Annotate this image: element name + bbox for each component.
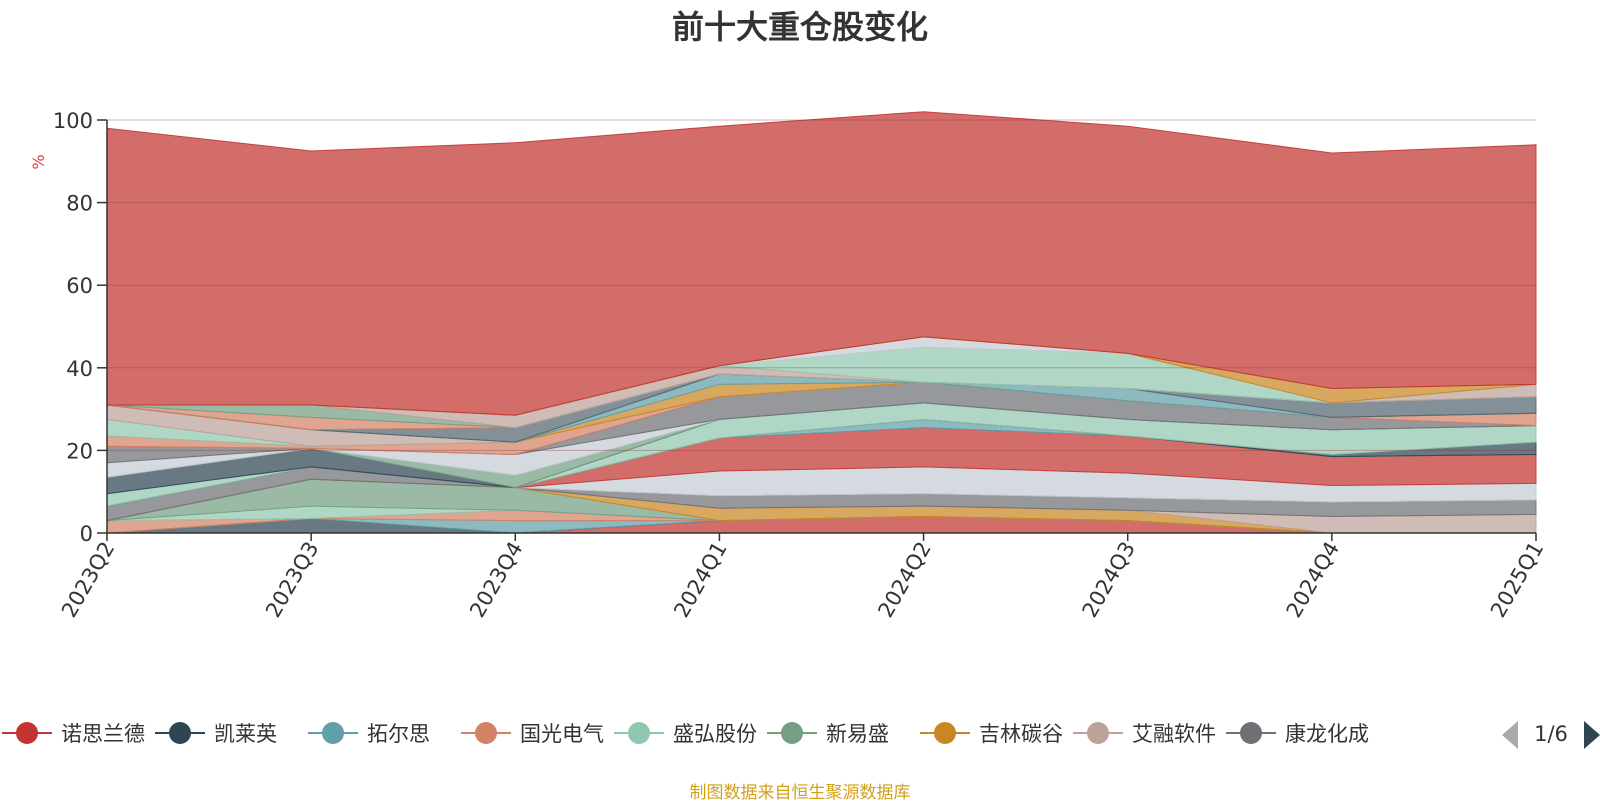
x-tick-label-2025Q1: 2025Q1 [1486,538,1548,622]
y-tick-label-40: 40 [66,357,93,381]
x-tick-label-2023Q2: 2023Q2 [57,538,119,622]
legend-marker [1087,722,1109,744]
legend-marker [628,722,650,744]
legend-marker [169,722,191,744]
y-axis-unit-label: % [29,154,48,169]
x-tick-label-2024Q1: 2024Q1 [669,538,731,622]
y-tick-label-0: 0 [80,522,93,546]
legend-label: 凯莱英 [214,722,277,746]
legend-label: 诺思兰德 [61,722,145,746]
legend-next-page-icon[interactable] [1584,721,1600,749]
legend-label: 新易盛 [826,722,889,746]
legend-item-2[interactable]: 拓尔思 [308,722,430,746]
x-tick-label-2024Q2: 2024Q2 [873,538,935,622]
area-series-31 [106,111,1537,416]
legend-marker [781,722,803,744]
legend-item-1[interactable]: 凯莱英 [155,722,277,746]
legend-label: 拓尔思 [367,722,430,746]
legend-item-3[interactable]: 国光电气 [461,722,604,746]
legend-label: 康龙化成 [1285,722,1369,746]
legend-marker [475,722,497,744]
legend-item-4[interactable]: 盛弘股份 [614,722,757,746]
x-tick-label-2023Q3: 2023Q3 [261,538,323,622]
x-tick-label-2023Q4: 2023Q4 [465,538,527,622]
legend-prev-page-icon[interactable] [1502,721,1518,749]
grid-lines [107,119,1536,451]
legend-label: 国光电气 [520,722,604,746]
legend-item-0[interactable]: 诺思兰德 [2,722,145,746]
legend: 诺思兰德 凯莱英 拓尔思 国光电气 盛弘股份 新易盛 吉林碳谷 艾融软件 康龙化成 [2,722,1369,746]
y-tick-label-20: 20 [66,439,93,463]
y-tick-label-60: 60 [66,274,93,298]
source-note: 制图数据来自恒生聚源数据库 [689,783,911,803]
legend-marker [322,722,344,744]
x-tick-label-2024Q3: 2024Q3 [1078,538,1140,622]
y-tick-label-80: 80 [66,192,93,216]
legend-item-6[interactable]: 吉林碳谷 [920,722,1063,746]
legend-label: 艾融软件 [1132,722,1216,746]
legend-item-5[interactable]: 新易盛 [767,722,889,746]
legend-item-8[interactable]: 康龙化成 [1226,722,1369,746]
legend-page-indicator: 1/6 [1534,722,1568,746]
plot-areas [106,111,1537,534]
x-tick-label-2024Q4: 2024Q4 [1282,538,1344,622]
y-tick-label-100: 100 [53,109,93,133]
legend-marker [934,722,956,744]
legend-label: 盛弘股份 [673,722,757,746]
legend-marker [16,722,38,744]
chart-title: 前十大重仓股变化 [671,8,928,46]
legend-label: 吉林碳谷 [979,722,1063,746]
legend-marker [1240,722,1262,744]
legend-item-7[interactable]: 艾融软件 [1073,722,1216,746]
